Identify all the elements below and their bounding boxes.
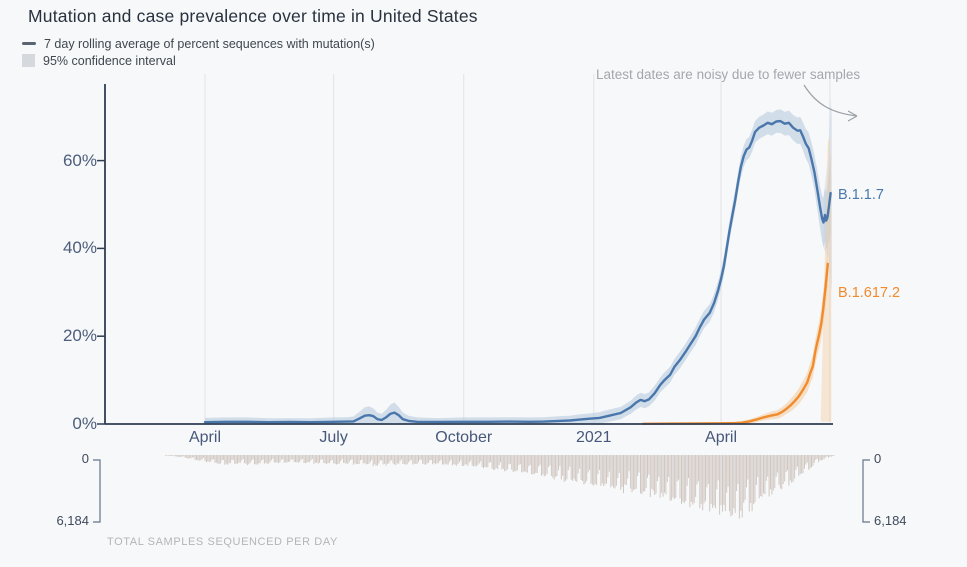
y-axis-label: 60% xyxy=(62,150,97,170)
y-axis-label: 40% xyxy=(62,238,97,258)
x-axis-label: 2021 xyxy=(575,429,612,446)
series-label-b16172: B.1.617.2 xyxy=(838,285,901,301)
confidence-band xyxy=(643,241,828,424)
samples-bars xyxy=(164,455,835,519)
y-axis-label: 0% xyxy=(72,414,97,433)
samples-bracket-right xyxy=(862,459,870,523)
confidence-band xyxy=(205,109,831,424)
legend-label: 95% confidence interval xyxy=(43,53,176,68)
page-title: Mutation and case prevalence over time i… xyxy=(28,6,478,26)
end-fan xyxy=(823,99,832,293)
legend-label: 7 day rolling average of percent sequenc… xyxy=(44,36,375,51)
legend-item-confidence-interval: 95% confidence interval xyxy=(22,53,176,68)
samples-axis-min-left: 0 xyxy=(81,451,89,466)
samples-axis-max-right: 6,184 xyxy=(874,513,907,528)
noisy-data-annotation: Latest dates are noisy due to fewer samp… xyxy=(596,67,861,82)
y-axis-label: 20% xyxy=(62,326,97,346)
annotation-arrowhead xyxy=(847,110,858,122)
ci-swatch-icon xyxy=(22,54,35,67)
series-line xyxy=(203,119,832,424)
x-axis-label: April xyxy=(705,429,738,446)
x-axis-label: April xyxy=(188,429,221,446)
x-axis-label: July xyxy=(319,429,348,446)
samples-bracket-left xyxy=(93,459,101,523)
series-label-b117: B.1.1.7 xyxy=(838,187,884,203)
annotation-arrow xyxy=(803,84,858,117)
samples-axis-max-left: 6,184 xyxy=(56,513,89,528)
line-swatch-icon xyxy=(22,42,36,45)
samples-chart-caption: TOTAL SAMPLES SEQUENCED PER DAY xyxy=(107,536,338,548)
x-axis-label: October xyxy=(435,429,493,446)
samples-axis-min-right: 0 xyxy=(874,451,882,466)
series-line xyxy=(642,262,829,425)
legend-item-rolling-average: 7 day rolling average of percent sequenc… xyxy=(22,36,375,51)
